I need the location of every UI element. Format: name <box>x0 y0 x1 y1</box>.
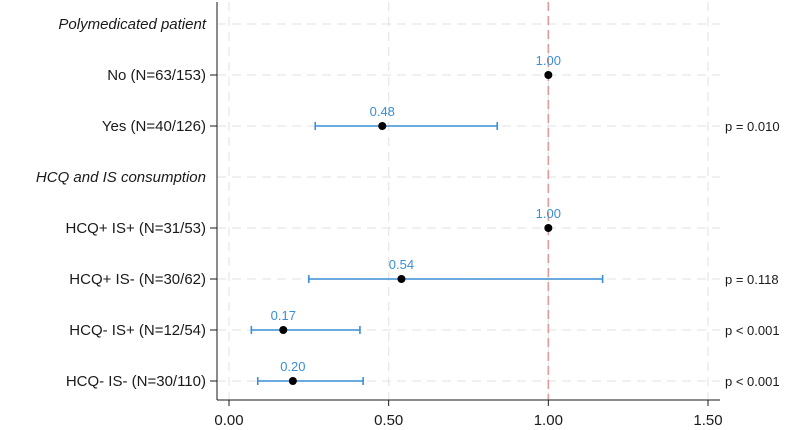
group-header-label: HCQ and IS consumption <box>36 169 206 186</box>
rows-layer: Polymedicated patient No (N=63/153) 1.00 Ye… <box>36 16 780 390</box>
estimate-point <box>397 275 406 283</box>
x-tick-label: 0.50 <box>374 412 403 429</box>
estimate-label: 1.00 <box>536 206 561 221</box>
estimate-point <box>279 326 288 334</box>
p-value-label: p < 0.001 <box>725 323 780 338</box>
row-label: HCQ+ IS+ (N=31/53) <box>66 220 206 237</box>
p-value-label: p < 0.001 <box>725 374 780 389</box>
x-tick-label: 0.00 <box>214 412 243 429</box>
p-value-label: p = 0.010 <box>725 119 780 134</box>
group-header-label: Polymedicated patient <box>58 16 206 33</box>
estimate-point <box>288 377 297 385</box>
row-label: Yes (N=40/126) <box>102 118 206 135</box>
grid-layer <box>217 2 720 400</box>
estimate-label: 0.17 <box>271 308 296 323</box>
row-label: HCQ- IS+ (N=12/54) <box>69 322 206 339</box>
x-tick-label: 1.00 <box>534 412 563 429</box>
p-value-label: p = 0.118 <box>725 272 779 287</box>
x-tick-label: 1.50 <box>693 412 722 429</box>
row-label: No (N=63/153) <box>107 67 206 84</box>
estimate-label: 0.20 <box>280 359 305 374</box>
estimate-point <box>544 71 553 79</box>
estimate-point <box>544 224 553 232</box>
estimate-label: 0.54 <box>389 257 414 272</box>
x-axis: 0.00 0.50 1.00 1.50 <box>214 2 723 429</box>
row-label: HCQ+ IS- (N=30/62) <box>69 271 206 288</box>
row-label: HCQ- IS- (N=30/110) <box>66 373 206 390</box>
estimate-label: 1.00 <box>536 53 561 68</box>
estimate-label: 0.48 <box>370 104 395 119</box>
estimate-point <box>378 122 387 130</box>
